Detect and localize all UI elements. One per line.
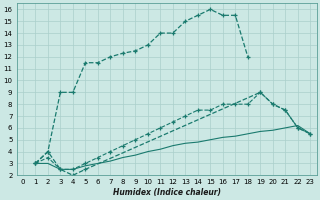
X-axis label: Humidex (Indice chaleur): Humidex (Indice chaleur) — [113, 188, 220, 197]
